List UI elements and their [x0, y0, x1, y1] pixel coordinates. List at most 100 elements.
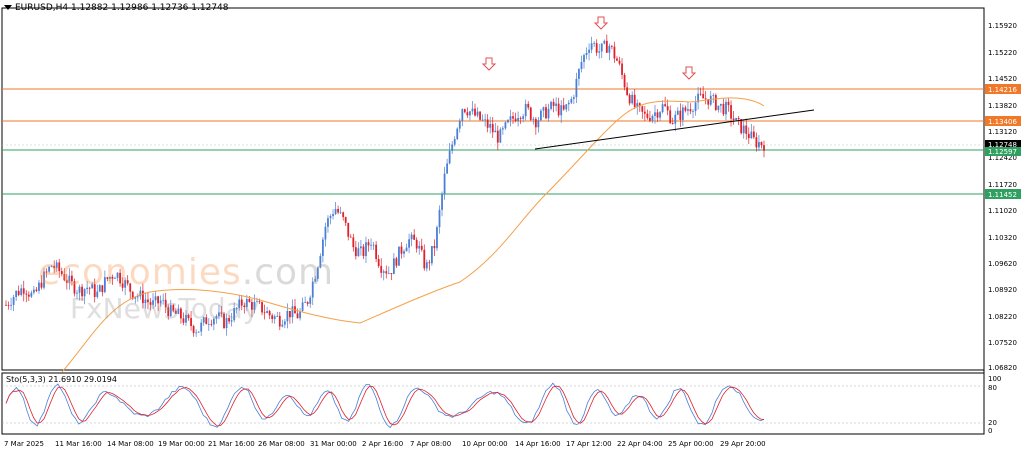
candle-body [268, 311, 271, 316]
candle-body [755, 137, 758, 148]
candle-body [258, 301, 261, 303]
sto-level-label: 0 [988, 427, 992, 435]
candle-body [88, 287, 91, 289]
candle-body [643, 111, 646, 114]
candle-body [720, 103, 722, 106]
candle-body [129, 283, 132, 292]
trendline[interactable] [534, 109, 815, 150]
candle-body [694, 102, 697, 112]
watermark-brand-2: FxNewsToday [70, 292, 260, 325]
candle-body [169, 305, 172, 317]
candle-body [628, 94, 631, 104]
candle-body [344, 217, 347, 223]
candle-body [555, 103, 558, 106]
candle-body [5, 304, 7, 306]
dropdown-triangle-icon[interactable] [4, 5, 12, 10]
candle-body [38, 282, 40, 291]
candle-body [479, 111, 481, 120]
candle-body [164, 299, 167, 308]
candle-body [405, 247, 408, 252]
candle-body [740, 119, 743, 134]
x-tick-label: 10 Apr 00:00 [462, 440, 508, 448]
candle-body [296, 313, 299, 319]
candle-body [30, 292, 33, 297]
candle-body [603, 40, 606, 44]
candle-body [593, 43, 596, 44]
candle-body [276, 315, 279, 317]
x-tick-label: 22 Apr 04:00 [617, 440, 663, 448]
candle-body [174, 310, 177, 314]
candle-body [676, 110, 679, 115]
candle-body [192, 326, 195, 333]
candle-body [453, 139, 456, 145]
candle-body [529, 107, 532, 120]
candle-body [430, 246, 433, 264]
candle-body [552, 101, 555, 106]
sto-level-label: 100 [988, 375, 1001, 383]
candle-body [585, 52, 588, 56]
candle-body [433, 246, 436, 249]
candle-body [55, 262, 58, 269]
candle-body [689, 109, 692, 112]
candle-body [329, 216, 332, 219]
candle-body [489, 124, 492, 128]
candle-body [253, 301, 256, 310]
candle-body [162, 299, 165, 301]
candle-body [659, 112, 661, 118]
x-tick-label: 19 Mar 00:00 [158, 440, 205, 448]
candle-body [63, 274, 66, 281]
candle-body [27, 294, 30, 297]
candle-body [65, 280, 68, 283]
candle-body [763, 145, 765, 151]
candle-body [583, 55, 585, 62]
candle-body [362, 246, 365, 257]
candle-body [367, 242, 370, 246]
candle-body [200, 322, 203, 332]
x-tick-label: 17 Apr 12:00 [566, 440, 612, 448]
x-tick-label: 21 Mar 16:00 [208, 440, 255, 448]
candle-body [40, 282, 43, 288]
candle-body [245, 299, 248, 308]
candle-body [172, 305, 175, 311]
candle-body [281, 324, 284, 327]
candle-body [704, 98, 707, 100]
sto-main-line [5, 382, 765, 429]
y-tick-label: 1.14520 [988, 75, 1017, 83]
candle-body [197, 331, 200, 333]
candle-body [446, 163, 449, 174]
candle-body [159, 300, 162, 304]
candle-body [514, 118, 517, 122]
candle-body [187, 314, 190, 319]
candle-body [509, 116, 512, 121]
candle-body [605, 40, 608, 53]
price-tag-support: 1.11452 [985, 189, 1021, 199]
candle-body [111, 276, 114, 279]
candle-body [256, 301, 258, 303]
y-tick-label: 1.06820 [988, 364, 1017, 372]
candle-body [725, 101, 727, 115]
candle-body [354, 247, 357, 257]
candle-body [83, 289, 86, 297]
candle-body [215, 316, 218, 319]
candle-body [380, 266, 383, 273]
candle-body [570, 98, 573, 103]
candle-body [671, 123, 674, 124]
candle-body [339, 212, 342, 214]
candle-body [613, 46, 616, 59]
candle-body [273, 316, 276, 319]
candle-body [702, 94, 705, 99]
candle-body [50, 265, 53, 267]
candle-body [81, 286, 83, 297]
candle-body [633, 94, 636, 107]
candle-body [357, 248, 360, 257]
candle-body [712, 95, 715, 96]
candle-body [382, 271, 385, 273]
candle-body [45, 271, 48, 273]
candle-body [722, 103, 725, 115]
candle-body [742, 125, 745, 134]
candle-body [681, 107, 684, 120]
candle-body [205, 317, 208, 325]
candle-body [278, 315, 281, 327]
candle-body [212, 318, 215, 325]
